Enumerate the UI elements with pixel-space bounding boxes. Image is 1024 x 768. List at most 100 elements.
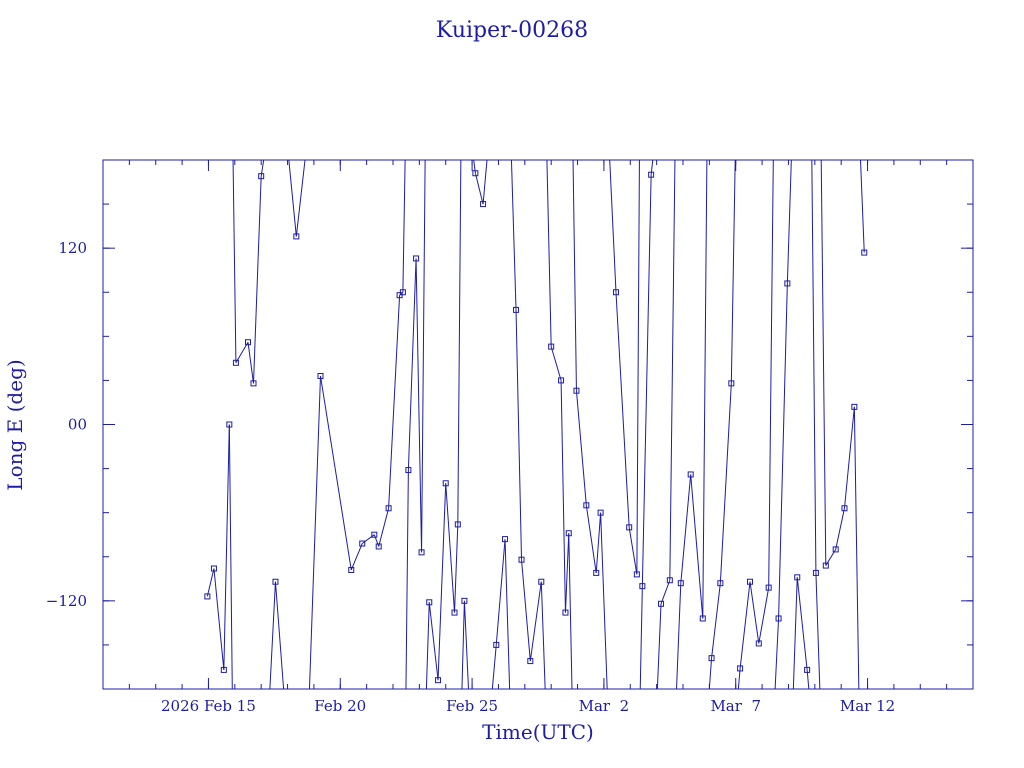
data-point bbox=[418, 549, 425, 556]
series-line-segment bbox=[792, 577, 798, 689]
series-line-segment bbox=[737, 668, 741, 689]
data-point bbox=[812, 569, 819, 576]
series-line-segment bbox=[361, 534, 375, 544]
series-line-segment bbox=[540, 581, 546, 689]
series-line-segment bbox=[521, 559, 531, 662]
series-line-segment bbox=[853, 406, 860, 689]
data-point bbox=[558, 377, 565, 384]
series-line-segment bbox=[274, 581, 285, 689]
data-point bbox=[226, 421, 233, 428]
data-point bbox=[399, 289, 406, 296]
series-line-segment bbox=[595, 512, 602, 573]
data-point bbox=[687, 471, 694, 478]
series-line-segment bbox=[495, 539, 506, 645]
x-tick-label: Mar 2 bbox=[579, 697, 630, 715]
series-line-segment bbox=[295, 160, 306, 237]
data-point bbox=[527, 658, 534, 665]
data-point bbox=[293, 233, 300, 240]
x-tick-label: Mar 12 bbox=[840, 697, 895, 715]
data-point bbox=[699, 615, 706, 622]
data-point bbox=[454, 521, 461, 528]
series-line-segment bbox=[529, 581, 542, 662]
data-point bbox=[648, 171, 655, 178]
data-point bbox=[626, 524, 633, 531]
data-point bbox=[435, 677, 442, 684]
data-point bbox=[548, 343, 555, 350]
data-point bbox=[633, 571, 640, 578]
series-line-segment bbox=[550, 346, 562, 381]
series-line-segment bbox=[546, 160, 552, 347]
series-line-segment bbox=[457, 160, 462, 525]
series-line-segment bbox=[415, 258, 423, 553]
data-point bbox=[375, 543, 382, 550]
series-line-segment bbox=[730, 160, 736, 384]
data-point bbox=[784, 280, 791, 287]
series-line-segment bbox=[796, 577, 808, 670]
data-point bbox=[413, 255, 420, 262]
data-point bbox=[272, 578, 279, 585]
data-point bbox=[677, 580, 684, 587]
data-point bbox=[755, 640, 762, 647]
series-line-segment bbox=[660, 580, 671, 604]
series-line-segment bbox=[235, 341, 249, 364]
series-line-segment bbox=[269, 581, 276, 689]
data-point bbox=[472, 170, 479, 177]
data-point bbox=[832, 546, 839, 553]
series-line-segment bbox=[815, 572, 821, 689]
data-point bbox=[250, 380, 257, 387]
data-point bbox=[717, 580, 724, 587]
series-line-segment bbox=[491, 644, 497, 689]
series-line-segment bbox=[402, 160, 406, 293]
y-axis-ticks: −120 00 120 bbox=[46, 159, 973, 690]
series-line-segment bbox=[786, 160, 792, 284]
data-point bbox=[794, 574, 801, 581]
series-line-segment bbox=[575, 390, 587, 506]
x-axis-ticks: 2026 Feb 15 Feb 20 Feb 25 Mar 2 Mar 7 Mar 12 bbox=[102, 160, 974, 715]
series-line-segment bbox=[758, 587, 770, 644]
series-line-segment bbox=[774, 618, 780, 689]
series-line-segment bbox=[206, 568, 215, 597]
data-point bbox=[493, 641, 500, 648]
series-line-segment bbox=[388, 295, 401, 509]
series-line-segment bbox=[378, 508, 390, 547]
series-line-segment bbox=[228, 424, 233, 689]
series-line-segment bbox=[719, 383, 732, 584]
data-point bbox=[562, 609, 569, 616]
data-point bbox=[747, 578, 754, 585]
series-line-segment bbox=[778, 283, 788, 619]
series-line-segment bbox=[568, 533, 573, 689]
series-line-segment bbox=[454, 524, 459, 613]
data-point bbox=[210, 565, 217, 572]
data-point bbox=[232, 359, 239, 366]
data-point bbox=[822, 562, 829, 569]
y-tick-label: 00 bbox=[68, 416, 87, 434]
series-line-segment bbox=[407, 258, 417, 471]
data-point bbox=[775, 615, 782, 622]
series-line-segment bbox=[232, 160, 237, 363]
series-line-segment bbox=[811, 160, 817, 573]
series-line-segment bbox=[260, 160, 265, 177]
series-line-segment bbox=[749, 581, 760, 644]
x-tick-label: Feb 25 bbox=[446, 697, 498, 715]
data-point bbox=[220, 666, 227, 673]
data-point bbox=[518, 556, 525, 563]
data-point bbox=[573, 387, 580, 394]
data-point bbox=[593, 569, 600, 576]
data-point bbox=[583, 502, 590, 509]
series-line-segment bbox=[308, 375, 321, 689]
series-line-segment bbox=[820, 160, 827, 566]
series-line-segment bbox=[639, 586, 643, 689]
series-line-segment bbox=[739, 581, 751, 669]
series-line-segment bbox=[482, 160, 488, 205]
series-line-segment bbox=[425, 602, 430, 689]
y-tick-label: 120 bbox=[58, 239, 87, 257]
data-point bbox=[348, 566, 355, 573]
data-point bbox=[513, 306, 520, 313]
series-line-segment bbox=[288, 160, 297, 237]
x-tick-label: Mar 7 bbox=[710, 697, 761, 715]
data-point bbox=[426, 599, 433, 606]
plot-frame bbox=[102, 159, 974, 690]
data-point bbox=[317, 373, 324, 380]
plot-area bbox=[204, 160, 868, 689]
x-tick-label: 2026 Feb 15 bbox=[161, 697, 256, 715]
